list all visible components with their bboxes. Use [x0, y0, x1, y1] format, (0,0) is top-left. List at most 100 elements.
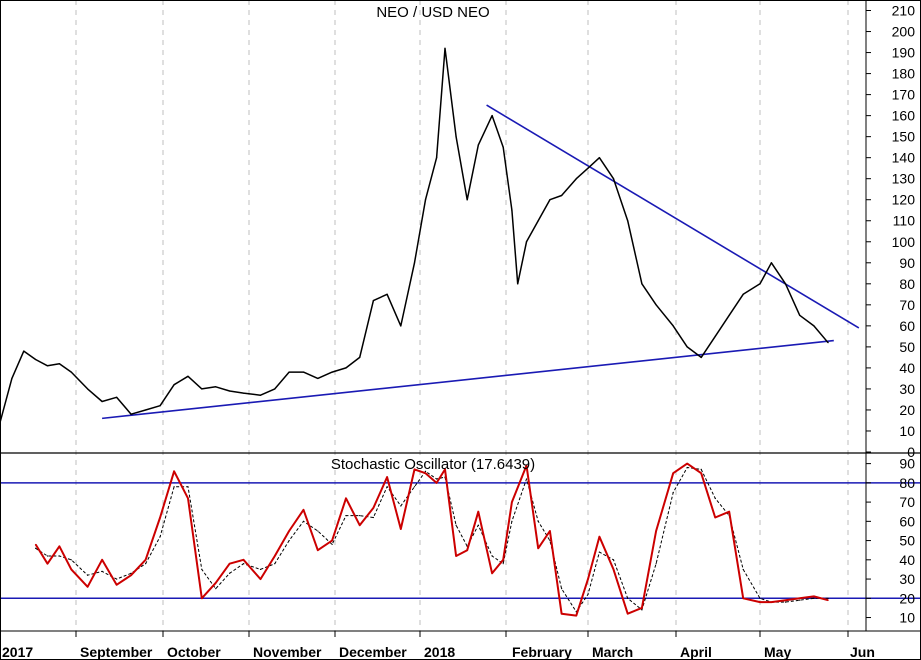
price-point: [116, 396, 118, 398]
price-y-tick-label: 170: [892, 87, 916, 103]
stoch-k-point: [686, 463, 688, 465]
price-y-tick-label: 110: [893, 213, 916, 229]
price-point: [159, 405, 161, 407]
stoch-k-point: [813, 595, 815, 597]
data-series: [0, 47, 829, 617]
stoch-d-point: [159, 536, 161, 538]
price-y-tick-label: 80: [899, 276, 915, 292]
stoch-k-point: [525, 464, 528, 467]
price-point: [173, 384, 175, 386]
stoch-k-point: [466, 549, 468, 551]
x-tick-label: March: [592, 644, 633, 660]
osc-y-tick-label: 90: [899, 456, 915, 472]
stoch-k-point: [491, 572, 493, 574]
price-point: [742, 293, 744, 295]
stoch-d-point: [612, 559, 615, 561]
stoch-d-point: [627, 597, 629, 599]
stoch-d-point: [813, 597, 815, 599]
stoch-k-point: [70, 568, 72, 571]
price-point: [612, 178, 615, 180]
price-point: [187, 375, 189, 377]
stoch-d-point: [537, 520, 539, 522]
stoch-k-point: [561, 613, 563, 615]
stoch-k-point: [424, 472, 427, 474]
stoch-d-point: [784, 601, 787, 603]
price-point: [215, 386, 217, 388]
osc-y-tick-label: 50: [899, 533, 915, 549]
price-y-tick-label: 150: [892, 129, 916, 145]
stoch-d-point: [259, 568, 262, 571]
price-point: [386, 293, 388, 295]
stoch-d-point: [511, 520, 513, 522]
price-point: [455, 136, 457, 138]
price-point: [575, 178, 577, 180]
stoch-d-point: [598, 551, 600, 553]
osc-y-tick-label: 10: [899, 610, 915, 626]
stoch-k-point: [728, 511, 730, 513]
price-point: [87, 388, 89, 390]
stoch-k-point: [672, 472, 674, 474]
stoch-k-point: [655, 530, 657, 532]
stoch-d-point: [655, 563, 657, 565]
stoch-d-point: [359, 514, 361, 517]
stoch-k-point: [587, 578, 589, 580]
price-point: [598, 157, 600, 159]
stoch-k-point: [511, 501, 513, 503]
stoch-d-point: [345, 514, 347, 517]
price-point: [302, 371, 305, 373]
osc-y-tick-label: 70: [899, 494, 915, 510]
stoch-d-point: [302, 520, 305, 522]
stoch-d-point: [145, 563, 147, 565]
stoch-d-point: [274, 563, 276, 565]
stoch-k-point: [228, 563, 231, 565]
stoch-d-point: [187, 486, 189, 488]
stoch-d-point: [477, 524, 479, 526]
stoch-k-point: [827, 599, 829, 601]
stoch-d-point: [714, 497, 716, 499]
price-point: [424, 199, 427, 201]
stoch-k-point: [302, 509, 305, 511]
stoch-d-point: [561, 588, 563, 590]
price-y-tick-label: 50: [899, 339, 915, 355]
stoch-d-point: [228, 572, 231, 574]
price-point: [561, 194, 563, 197]
x-tick-label: September: [80, 644, 153, 660]
price-y-tick-label: 10: [899, 423, 915, 439]
stoch-d-point: [58, 555, 60, 557]
price-y-tick-label: 140: [892, 150, 916, 166]
price-point: [228, 390, 231, 392]
osc-y-tick-label: 30: [899, 571, 915, 587]
stoch-k-point: [784, 599, 787, 601]
stoch-k-point: [173, 470, 175, 472]
stoch-k-point: [46, 563, 49, 565]
stoch-d-point: [201, 568, 203, 571]
price-point: [502, 146, 504, 148]
price-point: [11, 377, 13, 380]
stoch-k-point: [159, 516, 161, 519]
x-tick-label: April: [680, 644, 712, 660]
stoch-d-series-line: [35, 467, 829, 613]
stoch-d-point: [87, 574, 89, 576]
price-y-tick-label: 90: [899, 255, 915, 271]
stoch-d-point: [700, 468, 702, 470]
price-y-tick-label: 30: [899, 381, 915, 397]
price-point: [317, 377, 319, 380]
stoch-k-point: [145, 559, 147, 561]
price-point: [331, 371, 333, 373]
price-point: [413, 262, 416, 264]
stoch-k-series-line: [34, 462, 829, 617]
price-y-tick-label: 0: [907, 444, 915, 460]
trendline: [486, 104, 860, 329]
price-point: [799, 314, 801, 316]
stoch-k-point: [288, 530, 290, 532]
stoch-d-point: [317, 530, 319, 532]
price-point: [242, 392, 245, 394]
stoch-k-point: [700, 472, 702, 474]
labels: 0 10 20 30 40 50 60 70 80 90 100 110 120 130 140 150 160…: [2, 3, 915, 660]
price-point: [770, 262, 772, 264]
stoch-k-point: [274, 555, 276, 557]
stoch-d-point: [331, 543, 333, 546]
stoch-d-point: [413, 486, 416, 488]
price-y-tick-label: 160: [892, 108, 916, 124]
stoch-k-point: [101, 559, 103, 561]
